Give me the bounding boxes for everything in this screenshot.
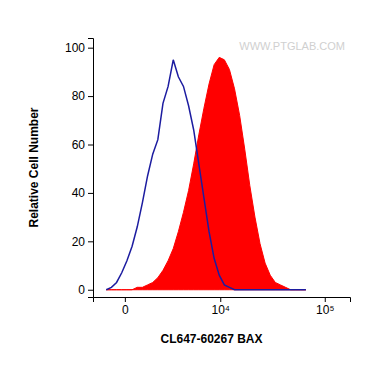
tick: 40 bbox=[72, 186, 93, 200]
tick: 0 bbox=[78, 283, 93, 297]
tick-label: 60 bbox=[72, 138, 86, 152]
axis-line bbox=[94, 298, 351, 303]
tick: 0 bbox=[122, 297, 129, 317]
tick: 80 bbox=[72, 89, 93, 103]
tick-label: 0 bbox=[122, 303, 129, 317]
tick-label: 0 bbox=[78, 283, 85, 297]
tick-label: 10⁴ bbox=[211, 303, 230, 317]
tick-mark bbox=[88, 241, 93, 242]
x-axis-title: CL647-60267 BAX bbox=[160, 332, 262, 346]
tick-label: 20 bbox=[72, 235, 86, 249]
tick-mark bbox=[88, 290, 93, 291]
tick-mark bbox=[125, 297, 126, 302]
tick-mark bbox=[88, 145, 93, 146]
tick: 10⁴ bbox=[211, 297, 230, 317]
tick-label: 100 bbox=[65, 41, 85, 55]
y-axis-title: Relative Cell Number bbox=[27, 107, 41, 227]
x-axis: 0 10⁴ 10⁵ bbox=[94, 297, 351, 317]
histogram-line bbox=[106, 60, 306, 290]
chart: WWW.PTGLAB.COM 0 10⁴ 10⁵ 0 20 40 60 80 100 CL647-6… bbox=[0, 0, 372, 365]
tick-label: 10⁵ bbox=[316, 303, 334, 317]
tick: 100 bbox=[65, 41, 93, 55]
tick-mark bbox=[325, 297, 326, 302]
tick: 60 bbox=[72, 138, 93, 152]
axis-line bbox=[88, 39, 94, 298]
tick-mark bbox=[88, 193, 93, 194]
tick: 10⁵ bbox=[316, 297, 334, 317]
tick-mark bbox=[88, 96, 93, 97]
tick-label: 40 bbox=[72, 186, 86, 200]
tick-mark bbox=[88, 48, 93, 49]
tick: 20 bbox=[72, 235, 93, 249]
histogram-area bbox=[106, 57, 306, 289]
tick-label: 80 bbox=[72, 89, 86, 103]
tick-mark bbox=[220, 297, 221, 302]
y-axis: 0 20 40 60 80 100 bbox=[65, 39, 94, 298]
plot-area bbox=[106, 57, 306, 289]
watermark: WWW.PTGLAB.COM bbox=[239, 40, 345, 52]
